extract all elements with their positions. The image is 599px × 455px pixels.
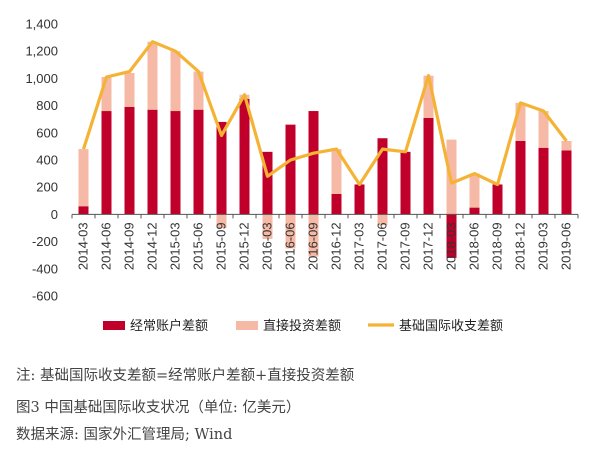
bar-current-account-2015-06 xyxy=(193,109,204,215)
bar-current-account-2014-03 xyxy=(78,206,89,215)
x-tick-label: 2015-06 xyxy=(191,222,206,270)
x-tick-label: 2016-09 xyxy=(306,222,321,270)
x-tick-label: 2015-03 xyxy=(168,222,183,270)
bar-current-account-2018-12 xyxy=(515,140,526,215)
balance-line-layer xyxy=(81,40,568,187)
legend-label: 直接投资差额 xyxy=(263,318,341,334)
bar-current-account-2015-03 xyxy=(170,111,181,215)
bar-current-account-2018-03 xyxy=(446,214,457,258)
data-source: 数据来源: 国家外汇管理局; Wind xyxy=(16,427,233,443)
x-tick-label: 2014-03 xyxy=(76,222,91,270)
bar-current-account-2017-09 xyxy=(400,151,411,215)
bar-current-account-2014-09 xyxy=(124,106,135,215)
y-tick-label: 600 xyxy=(36,125,58,140)
x-tick-label: 2015-12 xyxy=(237,222,252,270)
bar-current-account-2014-12 xyxy=(147,109,158,215)
bar-direct-investment-2019-03 xyxy=(538,111,549,148)
bar-current-account-2016-06 xyxy=(285,124,296,215)
basic-balance-line xyxy=(81,40,568,187)
x-tick-label: 2017-03 xyxy=(352,222,367,270)
x-tick-label: 2018-03 xyxy=(444,222,459,270)
legend-swatch xyxy=(236,321,258,330)
bar-current-account-2017-12 xyxy=(423,117,434,215)
x-tick-label: 2017-09 xyxy=(398,222,413,270)
x-tick-label: 2014-09 xyxy=(122,222,137,270)
x-tick-label: 2018-09 xyxy=(490,222,505,270)
bar-direct-investment-2014-03 xyxy=(78,149,89,207)
bar-direct-investment-2016-06 xyxy=(285,214,296,249)
bar-current-account-2019-06 xyxy=(561,150,572,215)
x-tick-label: 2018-06 xyxy=(467,222,482,270)
x-tick-label: 2019-06 xyxy=(559,222,574,270)
y-tick-label: -400 xyxy=(32,261,58,276)
legend-label: 基础国际收支差额 xyxy=(399,319,503,334)
bar-current-account-2019-03 xyxy=(538,147,549,215)
legend: 经常账户差额 直接投资差额 基础国际收支差额 xyxy=(103,318,503,334)
bar-current-account-2014-06 xyxy=(101,111,112,215)
x-tick-label: 2017-12 xyxy=(421,222,436,270)
bar-direct-investment-2014-06 xyxy=(101,77,112,112)
legend-swatch xyxy=(103,321,125,330)
bar-direct-investment-2014-12 xyxy=(147,41,158,110)
bar-direct-investment-2019-06 xyxy=(561,140,572,151)
y-tick-label: 400 xyxy=(36,153,58,168)
y-tick-label: -200 xyxy=(32,234,58,249)
x-tick-label: 2014-06 xyxy=(99,222,114,270)
bar-direct-investment-2015-03 xyxy=(170,51,181,112)
x-tick-label: 2014-12 xyxy=(145,222,160,270)
y-tick-label: 800 xyxy=(36,98,58,113)
bar-direct-investment-2016-03 xyxy=(262,214,273,239)
y-tick-label: -600 xyxy=(32,289,58,304)
bar-direct-investment-2016-12 xyxy=(331,149,342,194)
bar-current-account-2015-12 xyxy=(239,98,250,215)
bar-current-account-2017-03 xyxy=(354,184,365,215)
legend-label: 经常账户差额 xyxy=(130,318,208,334)
bar-direct-investment-2016-09 xyxy=(308,214,319,257)
bar-current-account-2017-06 xyxy=(377,138,388,215)
bar-direct-investment-2015-06 xyxy=(193,71,204,110)
bar-current-account-2015-09 xyxy=(216,121,227,215)
y-tick-label: 1,000 xyxy=(25,71,58,86)
chart-note: 注: 基础国际收支差额=经常账户差额+直接投资差额 xyxy=(16,368,355,384)
x-tick-label: 2018-12 xyxy=(513,222,528,270)
bar-direct-investment-2017-12 xyxy=(423,75,434,118)
chart: 1,400 1,200 1,000 800 600 400 200 0 -200 -400 -600… xyxy=(25,17,579,334)
figure-caption: 图3 中国基础国际收支状况（单位: 亿美元） xyxy=(16,400,301,416)
y-tick-label: 1,400 xyxy=(25,17,58,32)
bar-direct-investment-2014-09 xyxy=(124,72,135,107)
x-tick-label: 2017-06 xyxy=(375,222,390,270)
bar-current-account-2018-06 xyxy=(469,207,480,215)
x-tick-label: 2019-03 xyxy=(536,222,551,270)
y-tick-label: 1,200 xyxy=(25,44,58,59)
x-axis: 2014-03 2014-06 2014-09 2014-12 2015-03 2015-… xyxy=(71,213,579,270)
x-tick-label: 2016-06 xyxy=(283,222,298,270)
bar-current-account-2016-09 xyxy=(308,111,319,215)
bar-current-account-2016-12 xyxy=(331,194,342,215)
x-tick-label: 2016-03 xyxy=(260,222,275,270)
bar-direct-investment-2018-06 xyxy=(469,173,480,208)
x-tick-label: 2016-12 xyxy=(329,222,344,270)
bar-current-account-2018-09 xyxy=(492,184,503,215)
y-tick-label: 0 xyxy=(51,207,58,222)
y-axis: 1,400 1,200 1,000 800 600 400 200 0 -200 -400 -600 xyxy=(25,17,58,304)
x-tick-label: 2015-09 xyxy=(214,222,229,270)
y-tick-label: 200 xyxy=(36,180,58,195)
bar-direct-investment-2017-06 xyxy=(377,214,388,226)
bar-current-account-2016-03 xyxy=(262,151,273,215)
bar-direct-investment-2018-12 xyxy=(515,102,526,141)
bars xyxy=(78,41,572,258)
bar-direct-investment-2015-09 xyxy=(216,214,227,228)
